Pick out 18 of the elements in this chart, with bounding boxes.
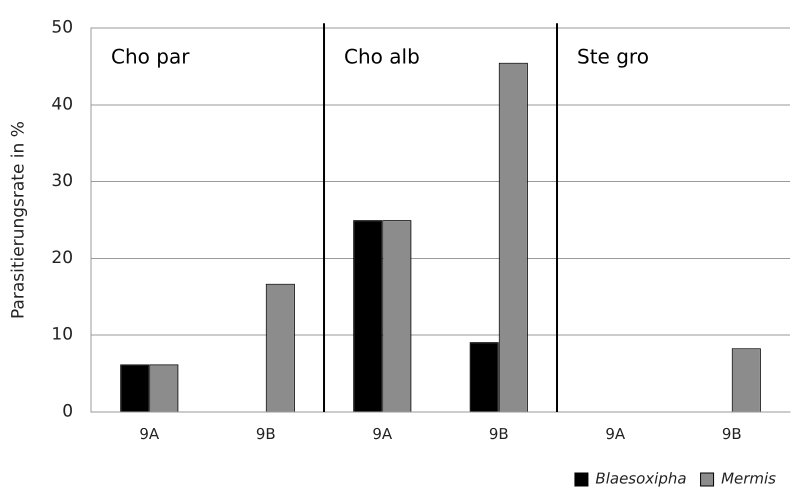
- y-axis-title: Parasitierungsrate in %: [8, 121, 29, 320]
- x-tick-label: 9B: [256, 424, 276, 443]
- y-tick-label: 0: [62, 401, 74, 422]
- y-tick-label: 10: [51, 324, 74, 345]
- annotation: Ste gro: [577, 44, 649, 68]
- x-tick-label: 9B: [488, 424, 509, 443]
- annotation: Cho par: [111, 44, 190, 68]
- y-tick-label: 40: [51, 94, 74, 114]
- x-tick-label: 9B: [722, 424, 742, 443]
- y-tick-label: 50: [51, 18, 74, 38]
- legend-label: Mermis: [721, 469, 776, 488]
- x-tick-label: 9A: [605, 424, 626, 443]
- x-tick-label: 9A: [139, 424, 160, 443]
- annotation: Cho alb: [344, 44, 420, 68]
- y-tick-label: 30: [51, 171, 74, 192]
- y-tick-label: 20: [51, 248, 74, 268]
- x-tick-label: 9A: [372, 424, 393, 443]
- legend-label: Blaesoxipha: [595, 469, 687, 488]
